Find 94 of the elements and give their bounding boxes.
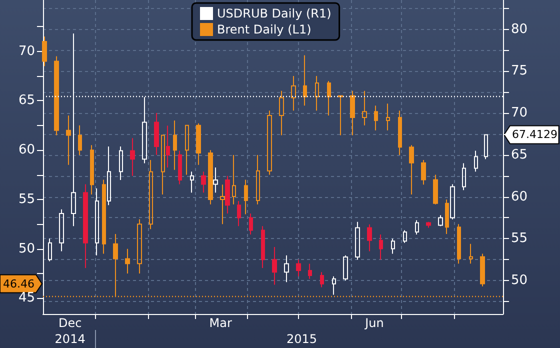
candlestick xyxy=(125,248,130,274)
candlestick xyxy=(185,124,189,176)
candlestick xyxy=(249,213,253,235)
candlestick xyxy=(83,184,88,268)
candlestick xyxy=(308,263,312,280)
candlestick xyxy=(391,238,395,254)
candlestick xyxy=(284,254,289,283)
candlestick xyxy=(220,184,225,225)
candlestick xyxy=(379,234,383,260)
candlestick xyxy=(196,122,201,166)
candlestick xyxy=(95,188,99,256)
candlestick xyxy=(355,221,360,260)
candlestick xyxy=(484,134,488,160)
candlestick xyxy=(225,175,230,214)
candlestick xyxy=(433,174,438,205)
candlestick xyxy=(332,276,336,296)
candlestick xyxy=(457,224,461,264)
y2-tick-label: 55 xyxy=(511,231,528,246)
candlestick xyxy=(438,214,443,227)
y2-tick-label: 60 xyxy=(511,189,528,204)
candlestick xyxy=(350,90,355,136)
candlestick xyxy=(190,171,194,194)
candlestick xyxy=(303,54,307,106)
candlestick xyxy=(267,110,272,176)
y-tick-label: 65 xyxy=(18,93,35,108)
x-tick-label: Jun xyxy=(364,316,384,330)
candlestick xyxy=(237,200,241,227)
y2-tick-label: 65 xyxy=(511,147,528,162)
candlestick xyxy=(469,243,473,264)
candlestick xyxy=(327,80,331,116)
candlestick xyxy=(137,218,142,274)
candlestick xyxy=(256,154,260,205)
candlestick xyxy=(130,138,135,176)
legend-label: USDRUB Daily (R1) xyxy=(217,6,332,20)
candlestick xyxy=(154,112,159,156)
candlestick xyxy=(362,90,367,126)
x2-tick-label: 2014 xyxy=(54,332,86,346)
legend-label: Brent Daily (L1) xyxy=(217,22,312,36)
y-tick-label: 50 xyxy=(18,241,35,256)
text: 46.46 xyxy=(3,277,34,290)
candlestick xyxy=(66,115,71,166)
candlestick xyxy=(386,103,390,131)
candlestick xyxy=(374,105,378,131)
y2-tick-label: 80 xyxy=(511,22,528,37)
candlestick xyxy=(426,221,431,228)
candlestick xyxy=(107,146,111,206)
candlestick xyxy=(59,208,64,252)
candlestick xyxy=(48,238,52,262)
candlestick xyxy=(343,254,348,282)
candlestick xyxy=(178,150,182,185)
candlestick xyxy=(279,90,284,136)
y-tick-label: 60 xyxy=(18,142,35,158)
candlestick xyxy=(291,76,296,112)
y2-tick-label: 70 xyxy=(511,106,528,121)
candlestick xyxy=(142,96,147,164)
candlestick xyxy=(149,159,153,230)
candlestick xyxy=(78,124,82,156)
candlestick xyxy=(421,159,426,186)
candlestick xyxy=(201,171,206,194)
candlestick xyxy=(161,134,165,196)
candlestick xyxy=(315,76,319,112)
y-tick-label: 45 xyxy=(18,290,35,306)
candlestick xyxy=(338,95,343,136)
candlestick xyxy=(119,146,123,181)
candlestick xyxy=(213,166,218,194)
text: 67.4129 xyxy=(512,128,558,142)
candlestick xyxy=(367,224,372,252)
candlestick xyxy=(398,110,402,156)
candlestick xyxy=(480,253,485,287)
x-tick-label: Mar xyxy=(209,316,232,330)
candlestick xyxy=(173,120,177,170)
candlestick xyxy=(244,179,248,215)
candlestick xyxy=(90,144,94,196)
candlestick xyxy=(474,150,478,172)
x-tick-label: Dec xyxy=(58,316,82,330)
candlestick xyxy=(450,184,455,220)
candlestick xyxy=(403,230,407,244)
candlestick xyxy=(415,220,419,235)
y2-tick-label: 75 xyxy=(511,64,528,79)
candlestick xyxy=(296,259,301,277)
candlestick xyxy=(445,198,449,235)
candlestick xyxy=(272,246,277,286)
y2-tick-label: 50 xyxy=(511,273,528,288)
candlestick xyxy=(54,56,59,136)
candlestick xyxy=(102,179,106,254)
candlestick xyxy=(462,162,466,191)
candlestick xyxy=(261,226,265,268)
candlestick xyxy=(232,154,236,205)
candlestick xyxy=(166,125,170,168)
x2-tick-label: 2015 xyxy=(286,332,318,346)
candlestick xyxy=(409,144,414,196)
y-tick-label: 55 xyxy=(18,192,35,207)
y-tick-label: 70 xyxy=(18,44,35,59)
candlestick xyxy=(320,272,324,288)
